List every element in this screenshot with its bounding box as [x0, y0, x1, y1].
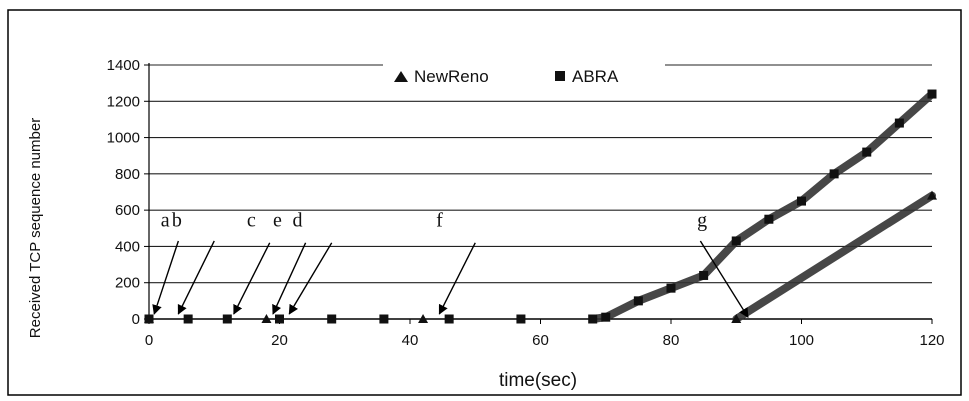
legend-square-icon [555, 71, 565, 81]
data-point-triangle [927, 190, 937, 200]
y-tick-label: 1200 [107, 93, 140, 110]
annotation-arrow [177, 240, 215, 315]
x-tick-label: 20 [271, 332, 288, 349]
data-point-square [633, 296, 643, 306]
series-line-abra [588, 90, 936, 323]
annotation-arrow [288, 242, 333, 315]
legend-box [383, 62, 665, 88]
data-point-square [894, 118, 904, 128]
annotation-label: e [273, 209, 282, 231]
y-axis-label: Received TCP sequence number [27, 118, 44, 338]
data-point-triangle [731, 314, 742, 323]
annotation-label: a [161, 209, 170, 231]
x-tick-label: 0 [145, 332, 153, 349]
data-point-triangle [418, 314, 429, 323]
data-point-square [862, 147, 872, 157]
data-point-square [829, 169, 839, 179]
data-point-square [327, 314, 337, 324]
data-point-square [764, 214, 774, 224]
data-point-square [275, 314, 284, 324]
legend-label-newreno: NewReno [414, 67, 489, 86]
x-tick-label: 60 [532, 332, 549, 349]
annotation-label: g [697, 209, 707, 231]
data-point-square [699, 270, 709, 280]
x-axis-ticks: 0 20 40 60 80 100 120 [145, 319, 945, 349]
y-tick-label: 400 [115, 238, 140, 255]
annotation-label: c [247, 209, 256, 231]
annotation-label: f [436, 209, 443, 231]
annotation-arrow [152, 240, 180, 315]
data-point-square [144, 314, 154, 324]
legend-label-abra: ABRA [572, 67, 619, 86]
data-point-square [797, 196, 806, 206]
data-point-square [927, 89, 937, 99]
annotation-label: b [172, 209, 182, 231]
series-layer [144, 89, 937, 324]
data-point-square [444, 314, 454, 324]
y-tick-label: 1400 [107, 57, 140, 74]
data-point-square [183, 314, 193, 324]
annotation-label: d [293, 209, 303, 231]
y-tick-label: 1000 [107, 130, 140, 147]
data-point-triangle [261, 314, 272, 323]
series-line-newreno [732, 191, 936, 323]
x-tick-label: 100 [789, 332, 814, 349]
annotation-arrow [438, 242, 476, 315]
data-point-square [379, 314, 389, 324]
y-tick-label: 0 [132, 311, 140, 328]
x-tick-label: 80 [663, 332, 680, 349]
annotation-arrow [699, 240, 749, 319]
y-tick-label: 600 [115, 202, 140, 219]
x-tick-label: 40 [402, 332, 419, 349]
x-tick-label: 120 [919, 332, 944, 349]
data-point-square [516, 314, 526, 324]
legend: NewReno ABRA [383, 62, 665, 88]
y-tick-label: 200 [115, 275, 140, 292]
data-point-square [666, 283, 676, 293]
data-point-square [601, 312, 611, 322]
annotation-arrow [233, 242, 271, 315]
data-point-square [731, 236, 741, 246]
y-axis-ticks: 0 200 400 600 800 1000 1200 1400 [107, 57, 149, 328]
data-point-square [588, 314, 598, 324]
legend-triangle-icon [394, 71, 408, 82]
x-axis-label: time(sec) [499, 370, 577, 391]
annotation-arrow [272, 242, 307, 315]
y-tick-label: 800 [115, 166, 140, 183]
data-point-square [222, 314, 232, 324]
